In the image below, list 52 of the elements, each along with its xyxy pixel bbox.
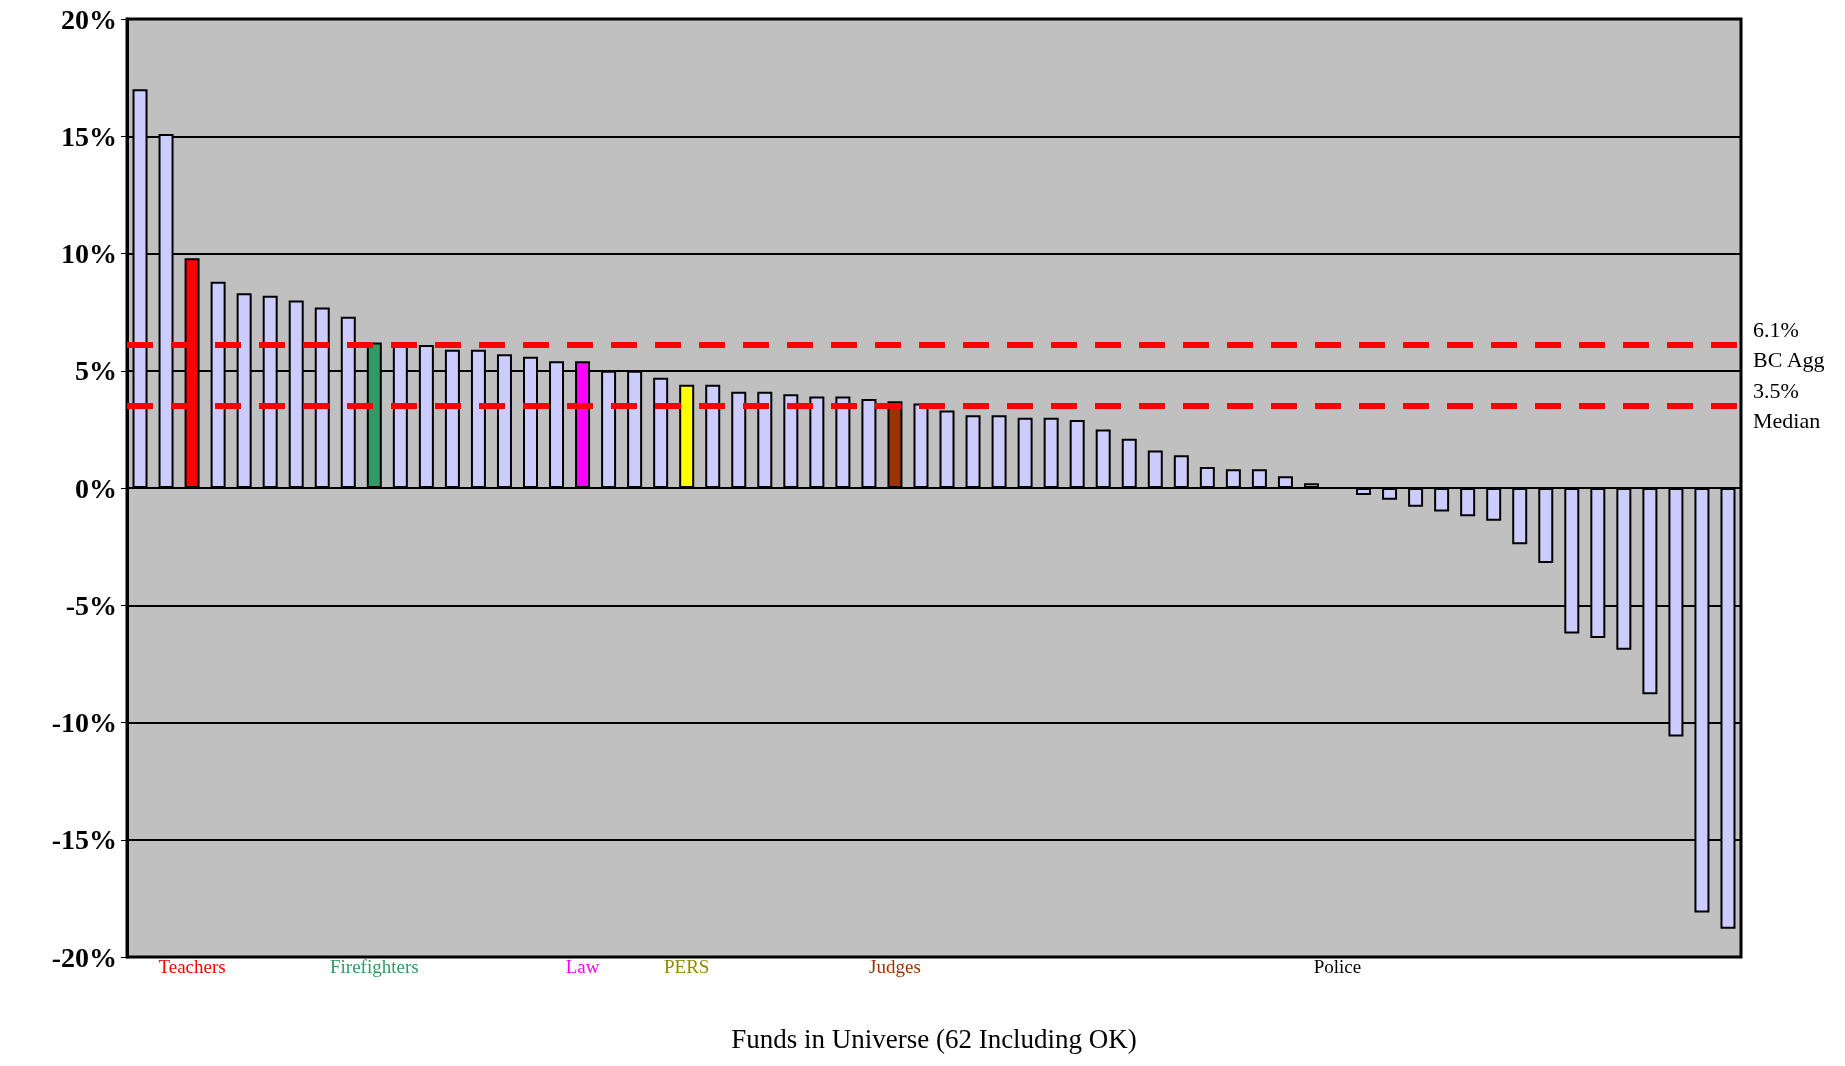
bar (705, 384, 721, 488)
bar (835, 396, 851, 488)
y-tick-label: -5% (65, 589, 117, 621)
y-tick-label: 15% (61, 120, 117, 152)
bar (913, 403, 929, 488)
y-tick-label: 5% (75, 355, 117, 387)
bar (1538, 488, 1554, 564)
bar (1147, 450, 1163, 488)
bar (1512, 488, 1528, 545)
bar (809, 396, 825, 488)
ref-line-label: 3.5% Median (1753, 378, 1821, 434)
bar (783, 394, 799, 488)
y-tick-label: -20% (51, 941, 117, 973)
bar (1303, 483, 1319, 488)
bar (939, 410, 955, 488)
x-tick-label: Police (1313, 956, 1362, 977)
bar (1356, 488, 1372, 496)
x-tick-label: Law (565, 956, 600, 977)
bar (1199, 466, 1215, 488)
ref-line-label: 6.1% BC Agg (1753, 317, 1825, 373)
x-axis-title: Funds in Universe (62 Including OK) (731, 1023, 1137, 1054)
bar (1095, 429, 1111, 488)
bar (1225, 469, 1241, 488)
y-tick-label: 10% (61, 238, 117, 269)
bar (887, 401, 903, 488)
bar (1121, 438, 1137, 488)
bar (679, 384, 695, 488)
bar (991, 415, 1007, 488)
x-tick-label: Teachers (158, 956, 226, 977)
bar (1486, 488, 1502, 521)
bar (1277, 476, 1293, 488)
bar (757, 391, 773, 488)
y-tick-label: 0% (75, 472, 117, 504)
bar (653, 377, 669, 488)
bar (861, 398, 877, 488)
y-tick-label: 20% (61, 3, 117, 35)
x-tick-label: Firefighters (329, 956, 419, 977)
bar (1434, 488, 1450, 512)
bar (1460, 488, 1476, 517)
bar (1069, 420, 1085, 488)
bar (965, 415, 981, 488)
x-tick-label: Judges (869, 956, 921, 977)
bar (1408, 488, 1424, 507)
bar (1382, 488, 1398, 500)
bar (1017, 417, 1033, 488)
y-tick-label: -15% (51, 824, 117, 856)
bar (1251, 469, 1267, 488)
y-tick-label: -10% (51, 707, 117, 738)
bar (1173, 455, 1189, 488)
x-tick-label: PERS (663, 956, 710, 977)
bar (1043, 417, 1059, 488)
bar (731, 391, 747, 488)
